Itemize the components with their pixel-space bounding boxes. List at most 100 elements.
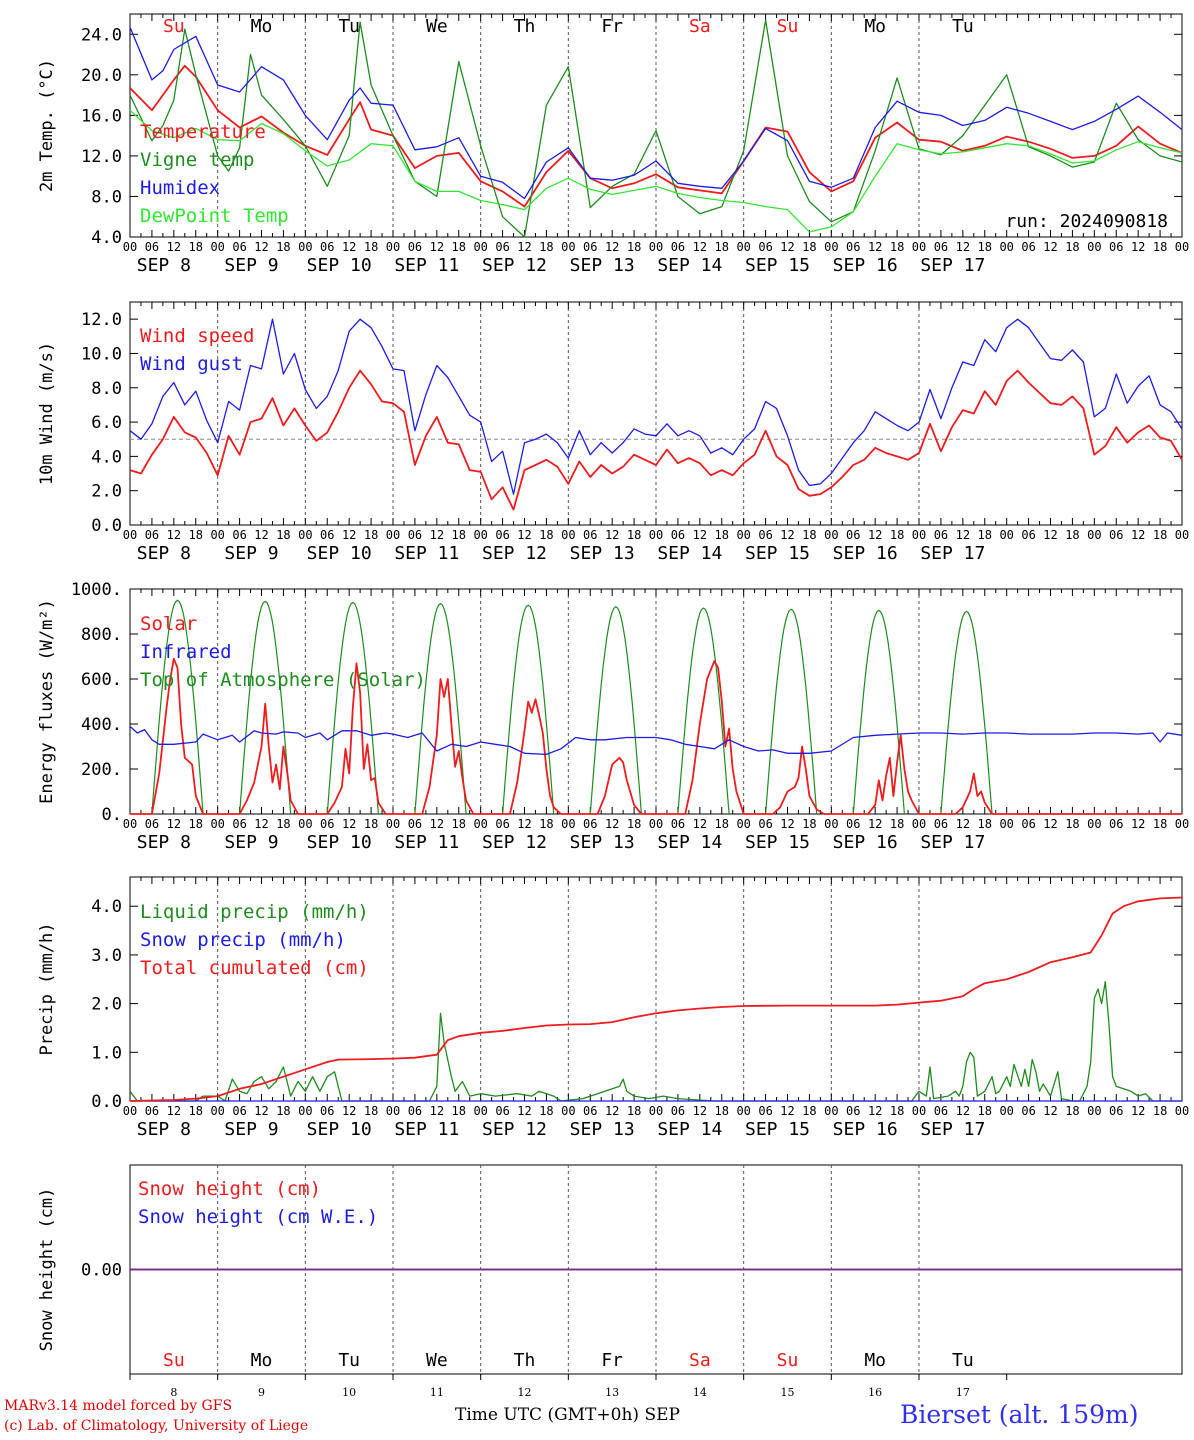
hour-tick-label: 18 [627,240,641,254]
date-label: SEP 11 [394,1119,459,1140]
y-tick-label: 3.0 [91,946,122,966]
hour-tick-label: 06 [934,1104,948,1118]
y-tick-label: 6.0 [91,413,122,433]
hour-tick-label: 12 [342,1104,356,1118]
date-label: SEP 12 [482,1119,547,1140]
run-annotation: run: 2024090818 [1005,211,1168,232]
toa-solar-line [852,609,905,815]
hour-tick-label: 00 [736,817,750,831]
hour-tick-label: 18 [452,528,466,542]
hour-tick-label: 18 [276,240,290,254]
panel-1: 00 06 12 18 00 06 12 18 00 06 12 18 00 06 12 18 00 06 12 18… [37,13,1189,276]
hour-tick-label: 18 [978,817,992,831]
lab-credit: (c) Lab. of Climatology, University of L… [4,1418,309,1434]
y-tick-label: 800. [81,625,122,645]
hour-tick-label: 18 [539,240,553,254]
hour-tick-label: 06 [758,528,772,542]
hour-tick-label: 00 [386,528,400,542]
day-number-label: 10 [342,1386,356,1399]
hour-tick-label: 12 [517,528,531,542]
model-credit: MARv3.14 model forced by GFS [4,1398,233,1414]
hour-tick-label: 00 [561,528,575,542]
series-line-1 [129,64,1183,208]
hour-tick-label: 00 [999,817,1013,831]
hour-tick-label: 06 [320,528,334,542]
hour-tick-label: 06 [1109,817,1123,831]
day-number-label: 11 [430,1386,444,1399]
hour-tick-label: 18 [539,1104,553,1118]
y-tick-label: 24.0 [81,25,122,45]
hour-tick-label: 00 [1175,528,1189,542]
hour-tick-label: 00 [1175,240,1189,254]
date-label: SEP 14 [657,832,722,853]
hour-tick-label: 00 [649,528,663,542]
legend-entry: Snow height (cm) [138,1178,321,1200]
hour-tick-label: 00 [649,240,663,254]
hour-tick-label: 12 [1043,1104,1057,1118]
weekday-label: Mo [251,16,273,37]
weekday-label: Su [163,1350,185,1371]
y-axis-label: Energy fluxes (W/m²) [37,599,57,804]
hour-tick-label: 06 [408,817,422,831]
hour-tick-label: 06 [583,528,597,542]
panel-2: 00 06 12 18 00 06 12 18 00 06 12 18 00 06 12 18 00 06 12 18… [37,301,1189,564]
date-label: SEP 16 [833,832,898,853]
hour-tick-label: 18 [890,817,904,831]
hour-tick-label: 18 [539,817,553,831]
hour-tick-label: 18 [715,1104,729,1118]
hour-tick-label: 18 [978,1104,992,1118]
series-line-1 [130,657,1182,815]
weekday-label: Th [514,16,536,37]
date-label: SEP 17 [920,832,985,853]
hour-tick-label: 12 [780,817,794,831]
date-label: SEP 10 [307,1119,372,1140]
date-label: SEP 11 [394,255,459,276]
hour-tick-label: 12 [605,1104,619,1118]
y-axis-label: 10m Wind (m/s) [37,342,57,485]
hour-tick-label: 12 [1043,528,1057,542]
series-line-2 [129,725,1183,756]
hour-tick-label: 06 [758,240,772,254]
hour-tick-label: 18 [978,528,992,542]
hour-tick-label: 00 [824,528,838,542]
hour-tick-label: 06 [232,817,246,831]
hour-tick-label: 06 [1109,1104,1123,1118]
date-label: SEP 11 [394,832,459,853]
hour-tick-label: 18 [276,817,290,831]
hour-tick-label: 00 [1087,528,1101,542]
day-number-label: 8 [170,1386,177,1399]
hour-tick-label: 00 [912,1104,926,1118]
date-label: SEP 16 [833,543,898,564]
hour-tick-label: 00 [473,528,487,542]
hour-tick-label: 06 [495,528,509,542]
hour-tick-label: 12 [167,817,181,831]
hour-tick-label: 06 [145,817,159,831]
hour-tick-label: 12 [605,528,619,542]
panel-5: Su Mo Tu We Th Fr Sa Su Mo Tu 8 9 10 11 12 13 14 15 16 17 0.… [37,1164,1183,1399]
weekday-label: Fr [601,16,623,37]
hour-tick-label: 18 [364,528,378,542]
hour-tick-label: 06 [320,817,334,831]
hour-tick-label: 06 [408,240,422,254]
toa-solar-line [589,606,642,815]
y-tick-label: 8.0 [91,187,122,207]
y-tick-label: 600. [81,670,122,690]
hour-tick-label: 18 [1153,240,1167,254]
hour-tick-label: 06 [495,1104,509,1118]
hour-tick-label: 06 [934,817,948,831]
date-label: SEP 17 [920,255,985,276]
hour-tick-label: 06 [1021,528,1035,542]
hour-tick-label: 00 [824,817,838,831]
hour-tick-label: 12 [167,240,181,254]
hour-tick-label: 18 [715,240,729,254]
hour-tick-label: 18 [1153,1104,1167,1118]
hour-tick-label: 18 [452,240,466,254]
date-label: SEP 17 [920,543,985,564]
hour-tick-label: 06 [671,528,685,542]
date-label: SEP 11 [394,543,459,564]
legend-entry: Infrared [140,641,232,663]
weekday-label: Tu [952,1350,974,1371]
weekday-label: Su [777,16,799,37]
hour-tick-label: 00 [649,817,663,831]
hour-tick-label: 06 [934,528,948,542]
